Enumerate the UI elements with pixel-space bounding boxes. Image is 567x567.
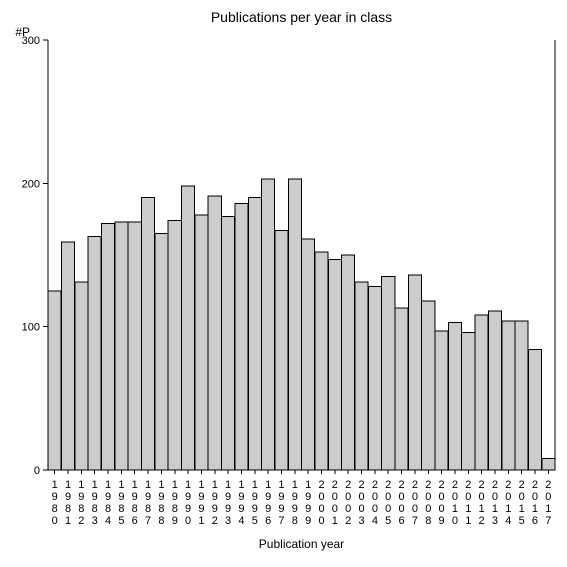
x-tick-label: 1986 xyxy=(132,479,138,527)
x-tick-label: 1994 xyxy=(238,479,244,527)
bar xyxy=(115,222,128,470)
x-tick-label: 1988 xyxy=(158,479,164,527)
x-tick-label: 2002 xyxy=(345,479,351,527)
x-tick-label: 2012 xyxy=(479,479,485,527)
bar xyxy=(422,301,435,470)
y-axis-ticks: 0 100 200 300 xyxy=(22,35,48,477)
x-tick-label: 2014 xyxy=(505,479,511,527)
bar xyxy=(462,332,475,470)
y-tick-label: 200 xyxy=(22,178,40,190)
bar xyxy=(328,259,341,470)
x-tick-label: 1982 xyxy=(78,479,84,527)
bar xyxy=(208,196,221,470)
x-tick-label: 1997 xyxy=(278,479,284,527)
bar xyxy=(222,216,235,470)
x-axis-title: Publication year xyxy=(259,537,344,551)
bar xyxy=(475,315,488,470)
bar xyxy=(408,275,421,470)
x-tick-label: 1980 xyxy=(52,479,58,527)
x-tick-label: 1984 xyxy=(105,479,111,527)
x-tick-label: 1985 xyxy=(118,479,124,527)
x-axis-labels: 1980 1981 1982 1983 1984 1985 1986 1987 1988 1989… xyxy=(52,470,552,527)
bar xyxy=(275,231,288,470)
bar xyxy=(382,277,395,471)
x-tick-label: 2011 xyxy=(465,479,471,527)
x-tick-label: 1998 xyxy=(292,479,298,527)
y-tick-label: 100 xyxy=(22,322,40,334)
bar xyxy=(302,239,315,470)
y-tick-label: 0 xyxy=(34,465,40,477)
bar xyxy=(368,287,381,470)
x-tick-label: 2017 xyxy=(545,479,551,527)
bar xyxy=(528,350,541,470)
bar xyxy=(168,221,181,470)
x-tick-label: 1993 xyxy=(225,479,231,527)
x-tick-label: 2005 xyxy=(385,479,391,527)
bar xyxy=(248,198,261,470)
bar xyxy=(88,236,101,470)
bar xyxy=(235,203,248,470)
bar xyxy=(102,223,115,470)
x-tick-label: 1983 xyxy=(92,479,98,527)
x-tick-label: 2015 xyxy=(519,479,525,527)
bar xyxy=(61,242,74,470)
x-tick-label: 2001 xyxy=(332,479,338,527)
bars-group xyxy=(48,179,555,470)
x-tick-label: 2016 xyxy=(532,479,538,527)
x-tick-label: 2010 xyxy=(452,479,458,527)
x-tick-label: 1991 xyxy=(198,479,204,527)
chart-container: { "chart": { "type": "bar", "title": "Pu… xyxy=(0,0,567,567)
bar xyxy=(262,179,275,470)
bar xyxy=(75,282,88,470)
bar xyxy=(542,459,555,470)
bar xyxy=(155,234,168,471)
bar xyxy=(315,252,328,470)
x-tick-label: 2007 xyxy=(412,479,418,527)
x-tick-label: 1989 xyxy=(172,479,178,527)
chart-title: Publications per year in class xyxy=(211,9,392,25)
bar xyxy=(128,222,141,470)
x-tick-label: 2009 xyxy=(439,479,445,527)
bar xyxy=(182,186,195,470)
x-tick-label: 2006 xyxy=(399,479,405,527)
x-tick-label: 1992 xyxy=(212,479,218,527)
bar xyxy=(448,322,461,470)
x-tick-label: 2003 xyxy=(358,479,364,527)
publications-bar-chart: Publications per year in class #P 010020… xyxy=(0,0,567,567)
x-tick-label: 1990 xyxy=(185,479,191,527)
bar xyxy=(48,291,61,470)
bar xyxy=(435,331,448,470)
x-tick-label: 2000 xyxy=(318,479,324,527)
bar xyxy=(355,282,368,470)
bar xyxy=(342,255,355,470)
x-tick-label: 2013 xyxy=(492,479,498,527)
bar xyxy=(502,321,515,470)
x-tick-label: 1981 xyxy=(65,479,71,527)
bar xyxy=(395,308,408,470)
x-tick-label: 1987 xyxy=(145,479,151,527)
bar xyxy=(288,179,301,470)
bar xyxy=(195,215,208,470)
y-tick-label: 300 xyxy=(22,35,40,47)
x-tick-label: 2008 xyxy=(425,479,431,527)
x-tick-label: 2004 xyxy=(372,479,378,527)
bar xyxy=(515,321,528,470)
x-tick-label: 1999 xyxy=(305,479,311,527)
bar xyxy=(142,198,155,470)
x-tick-label: 1995 xyxy=(252,479,258,527)
x-tick-label: 1996 xyxy=(265,479,271,527)
bar xyxy=(488,311,501,470)
